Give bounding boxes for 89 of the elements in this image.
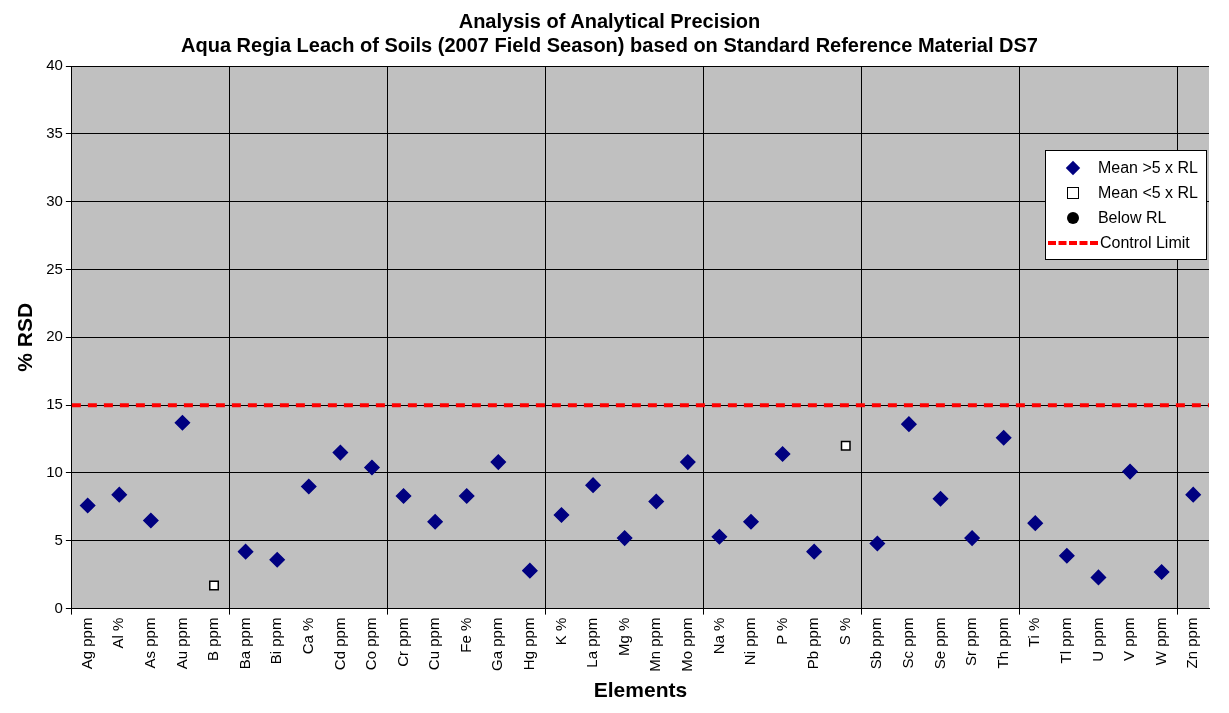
x-tick-label: P % (772, 617, 790, 645)
x-tick-label: Tl ppm (1057, 617, 1074, 664)
point (522, 562, 538, 579)
x-tick-label: Bi ppm (267, 617, 285, 665)
point (301, 478, 317, 495)
point (743, 514, 759, 530)
x-tick-label: Mn ppm (646, 617, 664, 672)
x-tick-label: Al % (109, 617, 127, 649)
x-tick-label: K % (551, 617, 569, 646)
x-tick-label: Ag ppm (77, 617, 95, 670)
y-tick-label: 35 (46, 123, 63, 141)
x-tick-label: Ti % (1025, 617, 1043, 648)
point (1090, 569, 1107, 586)
x-tick-label: Cd ppm (330, 617, 348, 671)
legend-label: Control Limit (1099, 233, 1190, 253)
point (458, 488, 475, 504)
x-tick-label: Mg % (614, 617, 632, 656)
x-tick-label: Zn ppm (1183, 617, 1201, 669)
x-tick-label: Sr ppm (962, 617, 980, 666)
point (237, 543, 254, 560)
legend-label: Mean >5 x RL (1097, 158, 1198, 178)
point (364, 459, 380, 476)
point (1122, 463, 1138, 480)
point (490, 454, 507, 470)
y-tick-label: 0 (54, 598, 63, 616)
x-tick-label: As ppm (140, 617, 158, 669)
x-tick-label: Cr ppm (393, 617, 411, 667)
x-tick-label: Sb ppm (867, 617, 885, 670)
point (1185, 486, 1201, 503)
point (143, 512, 159, 529)
chart-title: Analysis of Analytical Precision (458, 9, 761, 32)
legend-label: Mean <5 x RL (1097, 183, 1198, 203)
x-tick-label: Au ppm (172, 617, 190, 670)
point (995, 429, 1012, 446)
point (1027, 515, 1044, 531)
point (616, 530, 633, 546)
x-tick-label: Th ppm (993, 617, 1011, 669)
x-tick-label: Cu ppm (425, 617, 443, 671)
y-tick-label: 10 (46, 463, 63, 481)
x-tick-label: Na % (709, 617, 727, 655)
point (553, 507, 570, 523)
x-tick-label: S % (835, 617, 853, 646)
y-axis-title: % RSD (13, 302, 37, 372)
y-tick-label: 40 (46, 56, 63, 74)
point (806, 543, 822, 560)
x-tick-label: Sc ppm (899, 617, 917, 669)
point (901, 416, 917, 432)
x-tick-label: Pb ppm (804, 617, 822, 670)
point (332, 444, 349, 461)
x-tick-label: Co ppm (362, 617, 380, 671)
point (174, 415, 191, 431)
point (585, 477, 601, 493)
point (1059, 547, 1075, 564)
y-tick-label: 15 (46, 395, 63, 413)
point (269, 552, 285, 568)
x-tick-label: La ppm (583, 617, 601, 668)
y-tick-label: 25 (46, 259, 63, 277)
y-tick-label: 30 (46, 191, 63, 209)
point (1153, 564, 1170, 580)
legend-label: Below RL (1097, 208, 1167, 228)
x-tick-label: Hg ppm (520, 617, 538, 671)
point (711, 528, 728, 545)
x-tick-label: Fe % (456, 617, 474, 653)
point (869, 535, 886, 552)
x-tick-label: Ni ppm (741, 617, 759, 666)
x-tick-label: Se ppm (930, 617, 948, 670)
point (395, 488, 412, 504)
point (680, 454, 696, 470)
point (111, 486, 128, 503)
x-tick-label: Mo ppm (677, 617, 695, 672)
x-tick-label: V ppm (1120, 617, 1138, 661)
x-tick-label: B ppm (204, 617, 222, 661)
x-axis-title: Elements (593, 678, 688, 702)
y-tick-label: 20 (46, 327, 63, 345)
point (209, 580, 220, 591)
x-tick-label: U ppm (1088, 617, 1106, 662)
point (932, 490, 949, 507)
point (840, 440, 851, 451)
point (774, 446, 791, 462)
x-tick-label: W ppm (1151, 617, 1169, 666)
y-tick-label: 5 (54, 530, 63, 548)
point (964, 530, 980, 546)
chart-subtitle: Aqua Regia Leach of Soils (2007 Field Season) based on Standard Reference Material DS7 (181, 33, 1038, 56)
x-tick-label: Ca % (298, 617, 316, 655)
x-tick-label: Ga ppm (488, 617, 506, 671)
x-tick-label: Ba ppm (235, 617, 253, 670)
point (79, 497, 96, 514)
point (427, 514, 443, 530)
point (648, 493, 664, 510)
